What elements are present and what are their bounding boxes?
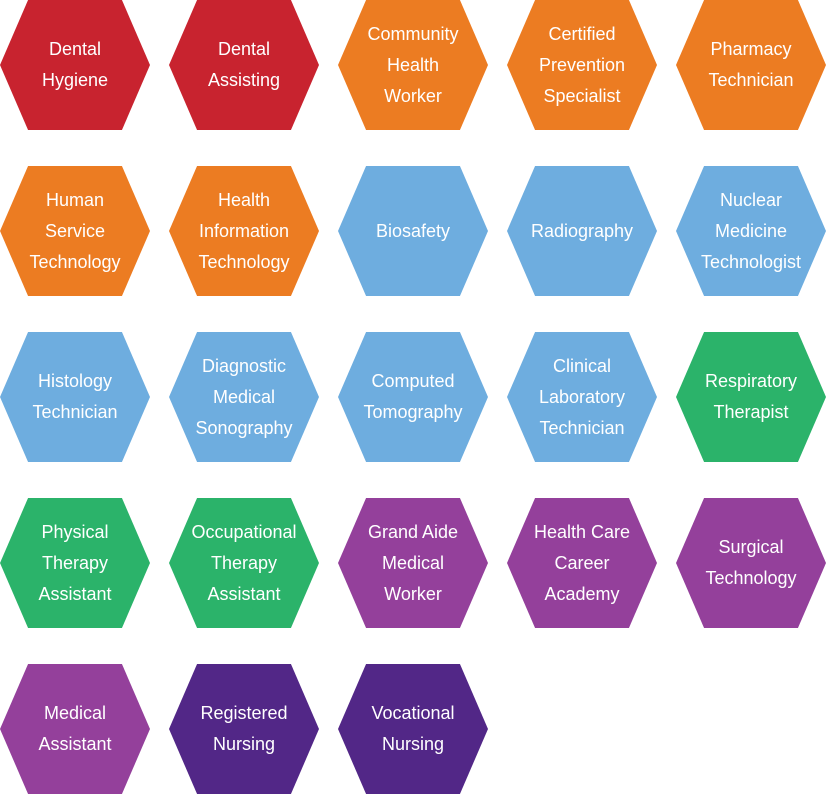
program-hexagon: Diagnostic Medical Sonography xyxy=(169,332,319,462)
program-hexagon: Biosafety xyxy=(338,166,488,296)
program-hexagon: Vocational Nursing xyxy=(338,664,488,794)
program-label: Registered Nursing xyxy=(200,703,288,754)
program-hexagon: Histology Technician xyxy=(0,332,150,462)
program-label: Dental Assisting xyxy=(207,39,281,90)
program-hexagon: Radiography xyxy=(507,166,657,296)
program-label: Health Information Technology xyxy=(198,189,290,272)
program-hexagon: Clinical Laboratory Technician xyxy=(507,332,657,462)
program-hexagon: Dental Hygiene xyxy=(0,0,150,130)
program-hexagon: Health Information Technology xyxy=(169,166,319,296)
program-hexagon: Pharmacy Technician xyxy=(676,0,826,130)
program-hexagon: Community Health Worker xyxy=(338,0,488,130)
program-label: Radiography xyxy=(530,220,634,241)
program-hexagon: Dental Assisting xyxy=(169,0,319,130)
program-hexagon: Certified Prevention Specialist xyxy=(507,0,657,130)
program-label: Occupational Therapy Assistant xyxy=(191,521,297,604)
program-label: Medical Assistant xyxy=(38,703,112,754)
program-label: Community Health Worker xyxy=(367,23,459,106)
program-label: Human Service Technology xyxy=(29,189,121,272)
program-hexagon: Computed Tomography xyxy=(338,332,488,462)
program-label: Certified Prevention Specialist xyxy=(538,23,626,106)
program-label: Clinical Laboratory Technician xyxy=(538,355,626,438)
program-hexagon: Physical Therapy Assistant xyxy=(0,498,150,628)
program-hexagon: Human Service Technology xyxy=(0,166,150,296)
program-hexagon: Occupational Therapy Assistant xyxy=(169,498,319,628)
program-label: Dental Hygiene xyxy=(41,39,109,90)
program-hexagon: Medical Assistant xyxy=(0,664,150,794)
program-label: Health Care Career Academy xyxy=(533,521,631,604)
program-label: Biosafety xyxy=(375,220,451,241)
program-label: Vocational Nursing xyxy=(371,703,455,754)
program-hexagon: Nuclear Medicine Technologist xyxy=(676,166,826,296)
program-label: Respiratory Therapist xyxy=(704,371,798,422)
program-label: Computed Tomography xyxy=(363,371,463,422)
program-label: Pharmacy Technician xyxy=(708,39,794,90)
program-label: Surgical Technology xyxy=(705,537,797,588)
program-hexagon: Grand Aide Medical Worker xyxy=(338,498,488,628)
program-label: Physical Therapy Assistant xyxy=(38,521,112,604)
program-label: Nuclear Medicine Technologist xyxy=(700,189,802,272)
program-hexagon: Surgical Technology xyxy=(676,498,826,628)
program-label: Diagnostic Medical Sonography xyxy=(195,355,293,438)
program-hexagon: Health Care Career Academy xyxy=(507,498,657,628)
program-hexagon: Respiratory Therapist xyxy=(676,332,826,462)
program-hexagon: Registered Nursing xyxy=(169,664,319,794)
program-label: Histology Technician xyxy=(32,371,118,422)
program-label: Grand Aide Medical Worker xyxy=(367,521,459,604)
